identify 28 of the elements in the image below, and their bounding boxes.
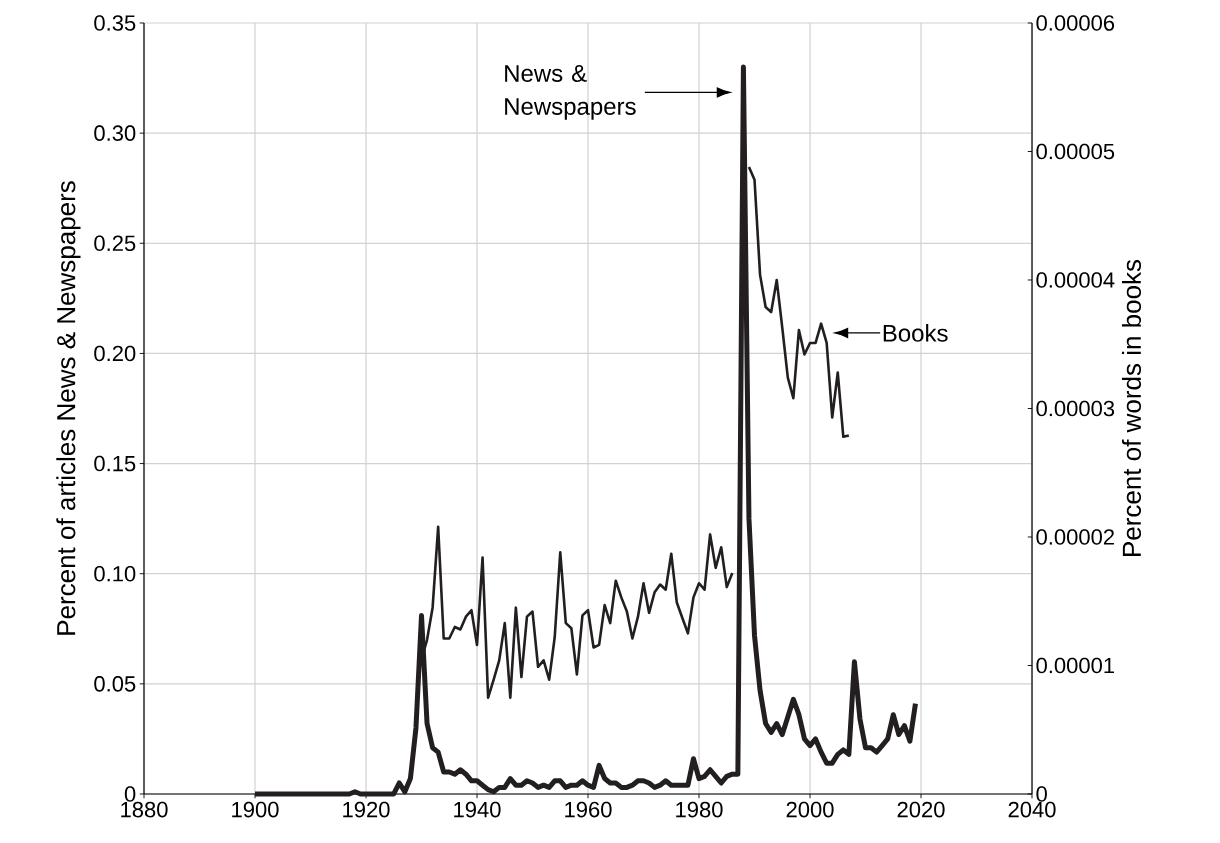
y2-tick-label: 0.00004 bbox=[1036, 272, 1115, 288]
x-tick-label: 1920 bbox=[343, 801, 390, 818]
y2-tick-label: 0 bbox=[1036, 786, 1047, 802]
annotation: Books bbox=[883, 324, 948, 342]
y2-tick-label: 0.00003 bbox=[1036, 400, 1115, 417]
y-tick-label: 0.25 bbox=[94, 235, 136, 252]
x-tick-label: 1980 bbox=[676, 801, 723, 818]
x-tick-label: 2020 bbox=[897, 801, 945, 818]
y-tick-label: 0.15 bbox=[94, 455, 136, 472]
y-axis-title: Percent of articles News & Newspapers bbox=[56, 181, 81, 635]
x-tick-label: 1900 bbox=[232, 801, 279, 818]
y2-tick-label: 0.00001 bbox=[1036, 657, 1114, 674]
y-tick-label: 0.35 bbox=[94, 15, 136, 31]
y2-tick-label: 0.00005 bbox=[1036, 143, 1115, 160]
annotation: News & Newspapers bbox=[505, 65, 636, 120]
y2-tick-label: 0.00002 bbox=[1036, 529, 1114, 545]
x-tick-label: 2000 bbox=[786, 801, 834, 818]
y-tick-label: 0.10 bbox=[94, 565, 136, 582]
y-tick-label: 0.20 bbox=[94, 345, 136, 362]
x-tick-label: 1940 bbox=[454, 801, 501, 818]
x-tick-label: 1880 bbox=[121, 801, 168, 818]
x-tick-label: 2040 bbox=[1008, 801, 1056, 818]
y-tick-label: 0.05 bbox=[94, 676, 136, 692]
y2-tick-label: 0.00006 bbox=[1036, 15, 1115, 31]
y-tick-label: 0 bbox=[124, 786, 136, 802]
y-tick-label: 0.30 bbox=[94, 125, 136, 141]
y2-axis-title: Percent of words in books bbox=[1121, 259, 1142, 556]
x-tick-label: 1960 bbox=[565, 801, 612, 818]
